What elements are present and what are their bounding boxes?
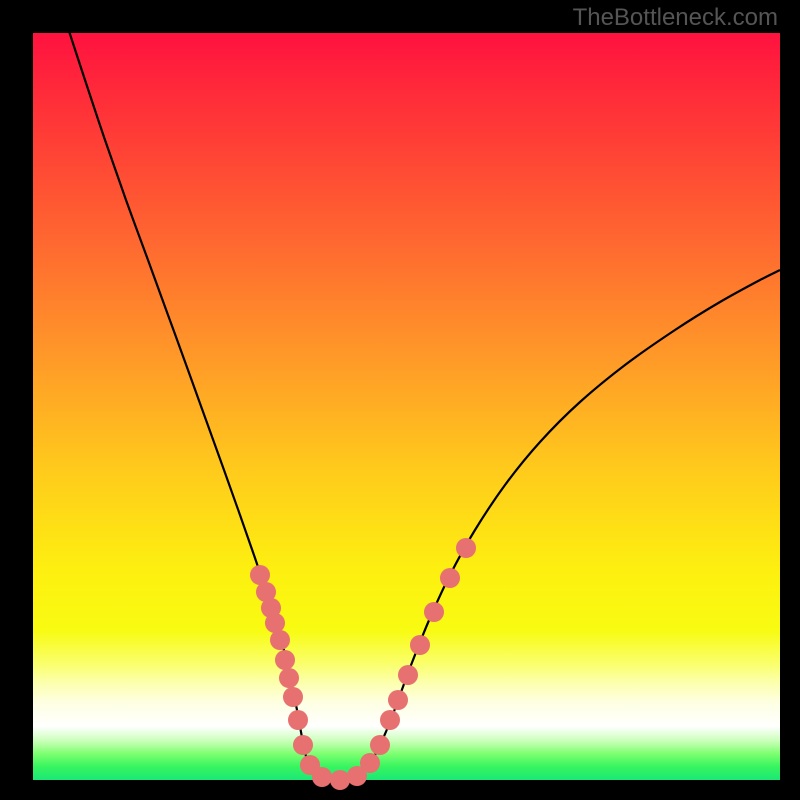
marker-group: [250, 538, 476, 790]
data-marker: [261, 598, 281, 618]
data-marker: [398, 665, 418, 685]
data-marker: [410, 635, 430, 655]
chart-canvas: TheBottleneck.com: [0, 0, 800, 800]
data-marker: [370, 735, 390, 755]
data-marker: [275, 650, 295, 670]
data-marker: [279, 668, 299, 688]
curve-left: [67, 25, 335, 780]
watermark-text: TheBottleneck.com: [573, 4, 778, 32]
data-marker: [250, 565, 270, 585]
plot-background: [33, 33, 780, 780]
data-marker: [300, 755, 320, 775]
data-marker: [380, 710, 400, 730]
data-marker: [347, 766, 367, 786]
data-marker: [283, 687, 303, 707]
data-marker: [360, 753, 380, 773]
data-marker: [270, 630, 290, 650]
data-marker: [456, 538, 476, 558]
curve-right: [335, 270, 780, 780]
data-marker: [424, 602, 444, 622]
data-marker: [265, 613, 285, 633]
chart-svg: [0, 0, 800, 800]
data-marker: [312, 767, 332, 787]
data-marker: [330, 770, 350, 790]
data-marker: [288, 710, 308, 730]
data-marker: [440, 568, 460, 588]
data-marker: [256, 582, 276, 602]
data-marker: [388, 690, 408, 710]
data-marker: [293, 735, 313, 755]
